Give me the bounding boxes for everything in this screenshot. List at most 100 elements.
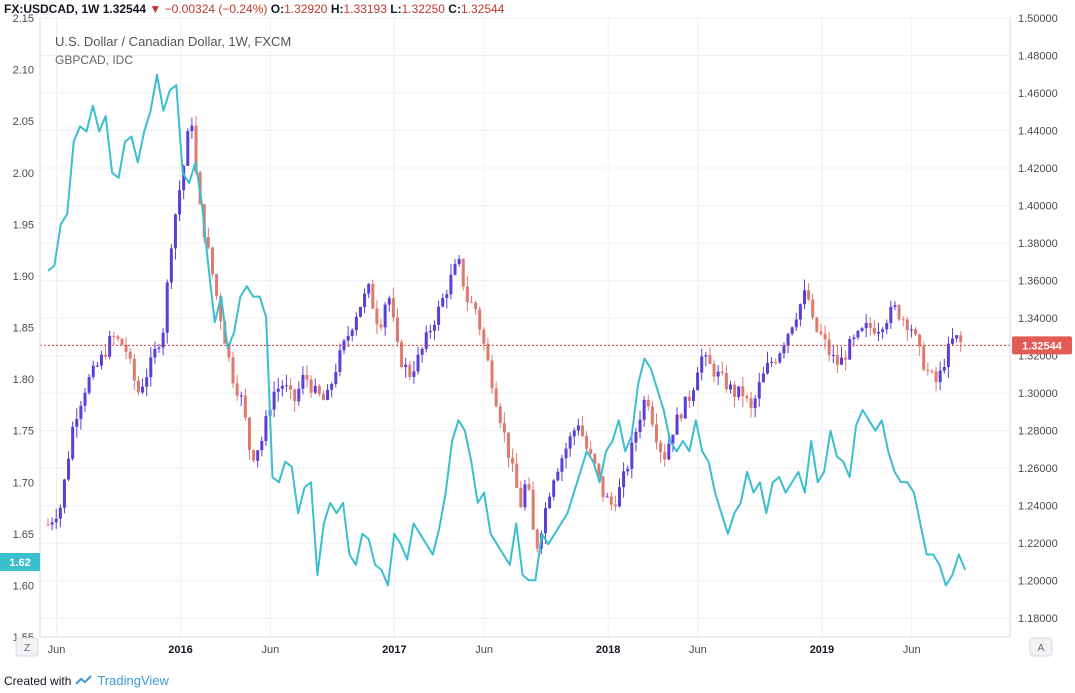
left-tick-label: 1.70 bbox=[13, 477, 34, 489]
usdcad-candle-body bbox=[642, 399, 646, 420]
usdcad-candle-body bbox=[387, 298, 391, 305]
usdcad-candle-body bbox=[449, 274, 453, 295]
usdcad-candle-body bbox=[416, 354, 420, 372]
usdcad-candle-body bbox=[786, 333, 790, 346]
usdcad-candle-body bbox=[190, 125, 194, 132]
usdcad-candle-body bbox=[408, 364, 412, 377]
usdcad-candle-body bbox=[794, 319, 798, 328]
usdcad-candle-body bbox=[856, 330, 860, 338]
usdcad-candle-body bbox=[46, 524, 50, 526]
usdcad-candle-body bbox=[124, 344, 128, 352]
usdcad-price-badge-label: 1.32544 bbox=[1022, 340, 1063, 352]
usdcad-candle-body bbox=[108, 336, 112, 357]
usdcad-candle-body bbox=[556, 471, 560, 481]
usdcad-candle-body bbox=[104, 354, 108, 357]
usdcad-candle-body bbox=[679, 414, 683, 419]
usdcad-candle-body bbox=[523, 484, 527, 508]
usdcad-candle-body bbox=[741, 386, 745, 396]
tradingview-logo-icon bbox=[75, 674, 93, 685]
usdcad-candle-body bbox=[580, 425, 584, 436]
usdcad-candle-body bbox=[840, 357, 844, 365]
usdcad-candle-body bbox=[469, 302, 473, 304]
zoom-reset-button[interactable]: Z bbox=[15, 637, 39, 657]
usdcad-candle-body bbox=[264, 415, 268, 441]
usdcad-candle-body bbox=[659, 442, 663, 453]
chart-legend-header: FX:USDCAD, 1W 1.32544 ▼ −0.00324 (−0.24%… bbox=[4, 2, 504, 16]
svg-text:Z: Z bbox=[24, 643, 30, 654]
usdcad-candle-body bbox=[951, 338, 955, 344]
usdcad-candle-body bbox=[75, 418, 79, 427]
usdcad-candle-body bbox=[930, 371, 934, 373]
usdcad-candle-body bbox=[511, 458, 515, 464]
usdcad-candle-body bbox=[441, 297, 445, 307]
usdcad-candle-body bbox=[872, 327, 876, 334]
usdcad-candle-body bbox=[905, 319, 909, 331]
usdcad-candle-body bbox=[239, 395, 243, 397]
time-tick-label: Jun bbox=[48, 644, 66, 656]
usdcad-candle-body bbox=[375, 308, 379, 325]
usdcad-candle-body bbox=[478, 309, 482, 330]
usdcad-candle-body bbox=[934, 371, 938, 383]
usdcad-candle-body bbox=[572, 430, 576, 437]
usdcad-candle-body bbox=[210, 247, 214, 275]
usdcad-candle-body bbox=[646, 399, 650, 407]
usdcad-candle-body bbox=[173, 214, 177, 249]
right-tick-label: 1.48000 bbox=[1018, 51, 1058, 63]
usdcad-candle-body bbox=[54, 518, 58, 523]
right-tick-label: 1.44000 bbox=[1018, 126, 1058, 138]
right-tick-label: 1.46000 bbox=[1018, 88, 1058, 100]
usdcad-candle-body bbox=[708, 355, 712, 364]
usdcad-candle-body bbox=[128, 351, 132, 359]
usdcad-candle-body bbox=[498, 406, 502, 424]
usdcad-candle-body bbox=[946, 343, 950, 368]
usdcad-candle-body bbox=[609, 496, 613, 505]
left-tick-label: 2.15 bbox=[13, 13, 34, 25]
usdcad-candle-body bbox=[132, 358, 136, 381]
usdcad-candle-body bbox=[506, 432, 510, 459]
created-with-label: Created with bbox=[4, 673, 72, 688]
time-tick-label: Jun bbox=[475, 644, 493, 656]
auto-scale-button[interactable]: A bbox=[1029, 637, 1053, 657]
usdcad-candle-body bbox=[486, 343, 490, 361]
usdcad-candle-body bbox=[728, 384, 732, 390]
usdcad-candle-body bbox=[720, 371, 724, 373]
right-price-axis: 1.18000 1.20000 1.22000 1.24000 1.26000 1.280… bbox=[1018, 13, 1058, 625]
usdcad-candle-body bbox=[901, 319, 905, 321]
left-tick-label: 1.95 bbox=[13, 219, 34, 231]
usdcad-candle-body bbox=[790, 327, 794, 334]
usdcad-candle-body bbox=[404, 364, 408, 368]
usdcad-candle-body bbox=[71, 426, 75, 459]
usdcad-candle-body bbox=[893, 305, 897, 307]
usdcad-candle-body bbox=[157, 347, 161, 349]
usdcad-candle-body bbox=[412, 371, 416, 377]
usdcad-candle-body bbox=[182, 165, 186, 191]
usdcad-candle-body bbox=[531, 489, 535, 530]
usdcad-candle-body bbox=[62, 479, 66, 508]
usdcad-candle-body bbox=[868, 323, 872, 328]
time-tick-label: 2017 bbox=[382, 644, 406, 656]
usdcad-candle-body bbox=[58, 507, 62, 519]
usdcad-candle-body bbox=[231, 357, 235, 384]
left-tick-label: 1.80 bbox=[13, 374, 34, 386]
usdcad-candle-body bbox=[889, 306, 893, 324]
usdcad-candle-body bbox=[276, 388, 280, 392]
usdcad-candle-body bbox=[745, 395, 749, 399]
usdcad-candle-body bbox=[338, 350, 342, 372]
left-tick-label: 1.60 bbox=[13, 580, 34, 592]
usdcad-candle-body bbox=[774, 362, 778, 364]
usdcad-candle-body bbox=[309, 379, 313, 393]
usdcad-candle-body bbox=[844, 357, 848, 360]
usdcad-candle-body bbox=[321, 394, 325, 400]
usdcad-candle-body bbox=[877, 331, 881, 334]
right-tick-label: 1.42000 bbox=[1018, 163, 1058, 175]
close-label: C: bbox=[448, 2, 461, 16]
high-label: H: bbox=[330, 2, 344, 16]
usdcad-candle-body bbox=[626, 468, 630, 472]
usdcad-candle-body bbox=[918, 334, 922, 347]
tradingview-brand[interactable]: TradingView bbox=[97, 673, 169, 688]
usdcad-candle-body bbox=[543, 508, 547, 534]
usdcad-candle-body bbox=[922, 346, 926, 370]
usdcad-candle-body bbox=[116, 336, 120, 339]
right-tick-label: 1.40000 bbox=[1018, 201, 1058, 213]
